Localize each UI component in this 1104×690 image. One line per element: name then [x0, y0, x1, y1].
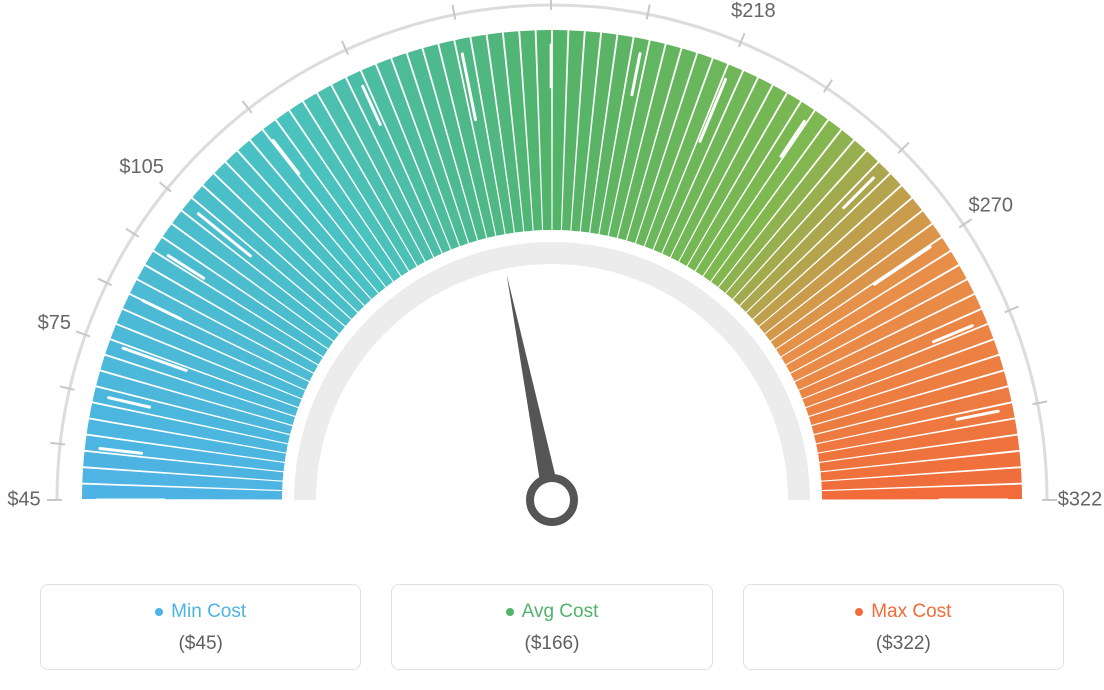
- gauge-needle-hub: [530, 478, 574, 522]
- legend-card-max: Max Cost ($322): [743, 584, 1064, 670]
- gauge-tick-label: $45: [7, 488, 40, 510]
- legend-header-min: Min Cost: [53, 601, 348, 623]
- legend-header-avg: Avg Cost: [404, 601, 699, 623]
- gauge-tick-label: $75: [38, 312, 71, 334]
- gauge-tick-label: $218: [731, 0, 776, 22]
- gauge-color-arc: [82, 30, 1022, 499]
- legend-dot-min: [155, 608, 163, 616]
- gauge-tick-label: $322: [1058, 488, 1103, 510]
- legend-label-min: Min Cost: [171, 601, 246, 623]
- gauge-tick-label: $270: [969, 195, 1014, 217]
- gauge-svg: $45$75$105$166$218$270$322: [0, 0, 1104, 560]
- legend-value-min: ($45): [53, 633, 348, 655]
- legend-label-avg: Avg Cost: [522, 601, 599, 623]
- legend-card-min: Min Cost ($45): [40, 584, 361, 670]
- legend-card-avg: Avg Cost ($166): [391, 584, 712, 670]
- legend-row: Min Cost ($45) Avg Cost ($166) Max Cost …: [40, 584, 1064, 670]
- gauge-needle: [507, 275, 561, 502]
- legend-dot-max: [855, 608, 863, 616]
- legend-value-max: ($322): [756, 633, 1051, 655]
- legend-header-max: Max Cost: [756, 601, 1051, 623]
- legend-label-max: Max Cost: [871, 601, 951, 623]
- legend-dot-avg: [506, 608, 514, 616]
- legend-value-avg: ($166): [404, 633, 699, 655]
- gauge-tick-label: $105: [119, 156, 164, 178]
- cost-gauge: $45$75$105$166$218$270$322: [0, 0, 1104, 560]
